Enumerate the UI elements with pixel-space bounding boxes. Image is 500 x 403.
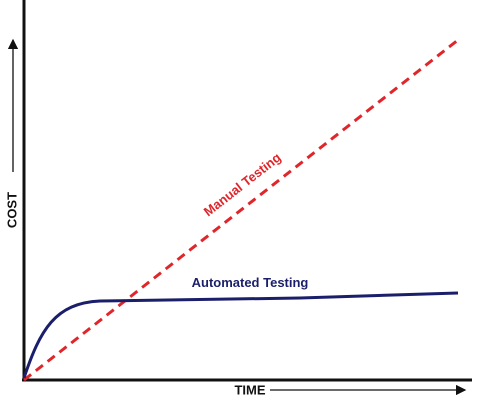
automated-curve (22, 291, 459, 379)
x-label: TIME (234, 382, 265, 397)
manual-curve (23, 38, 459, 382)
y-label: COST (4, 192, 19, 228)
automated-label: Automated Testing (192, 275, 309, 290)
